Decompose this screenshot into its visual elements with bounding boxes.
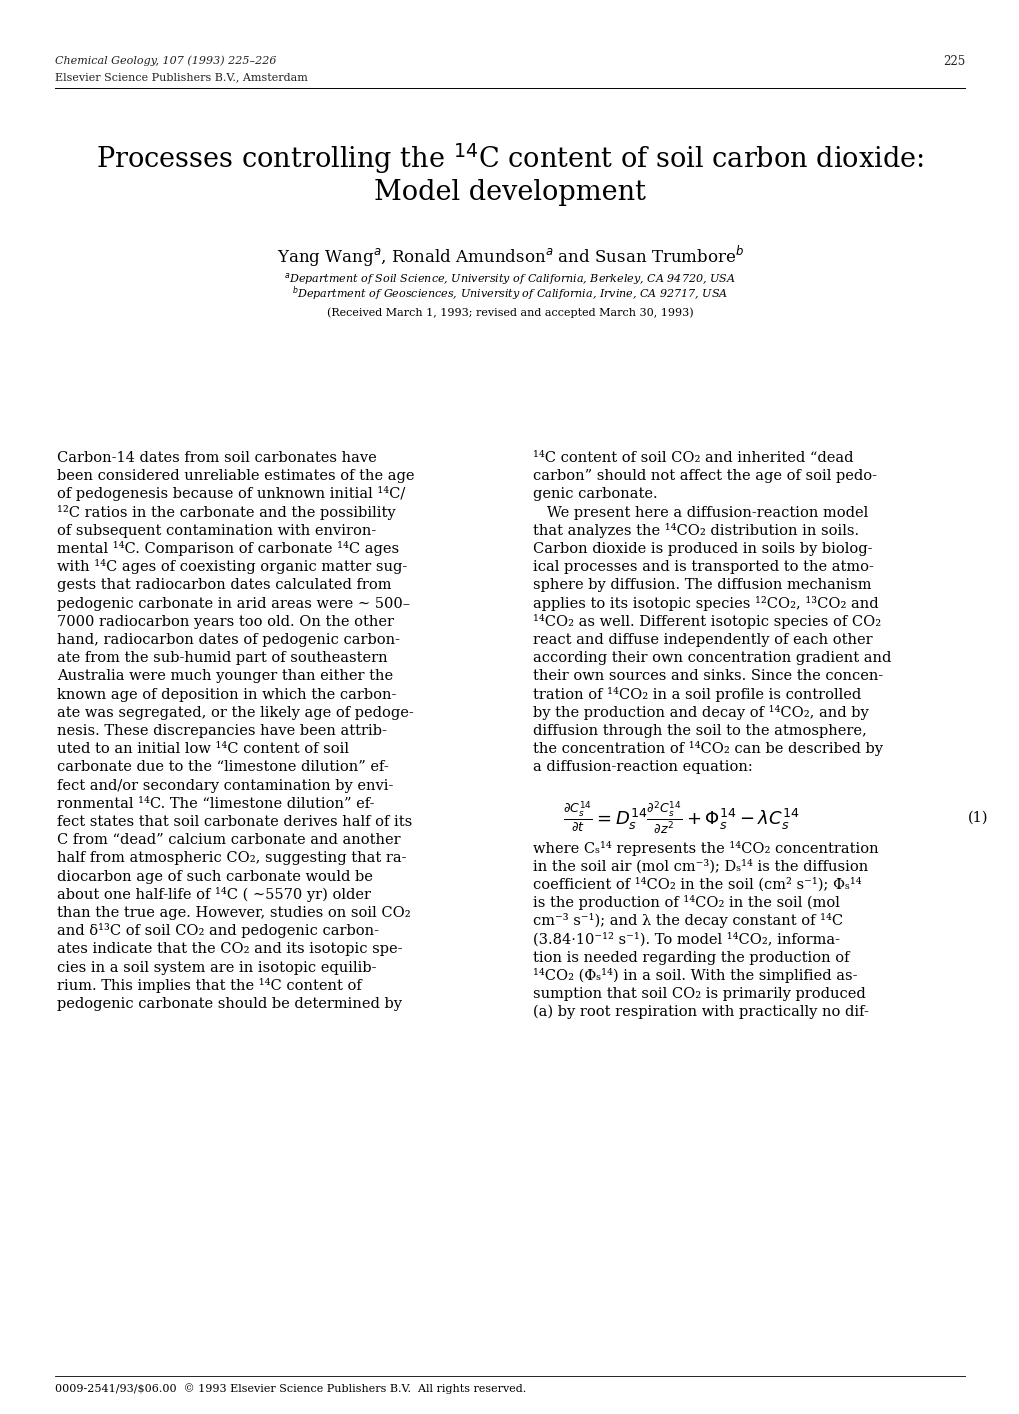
Text: that analyzes the ¹⁴CO₂ distribution in soils.: that analyzes the ¹⁴CO₂ distribution in …: [533, 523, 858, 537]
Text: tion is needed regarding the production of: tion is needed regarding the production …: [533, 950, 849, 964]
Text: tration of ¹⁴CO₂ in a soil profile is controlled: tration of ¹⁴CO₂ in a soil profile is co…: [533, 687, 860, 701]
Text: about one half-life of ¹⁴C ( ∼5570 yr) older: about one half-life of ¹⁴C ( ∼5570 yr) o…: [57, 887, 371, 902]
Text: ates indicate that the CO₂ and its isotopic spe-: ates indicate that the CO₂ and its isoto…: [57, 942, 403, 956]
Text: $\frac{\partial C_s^{14}}{\partial t}= D_s^{14}\frac{\partial^2 C_s^{14}}{\parti: $\frac{\partial C_s^{14}}{\partial t}= D…: [562, 799, 799, 836]
Text: sphere by diffusion. The diffusion mechanism: sphere by diffusion. The diffusion mecha…: [533, 578, 870, 592]
Text: with ¹⁴C ages of coexisting organic matter sug-: with ¹⁴C ages of coexisting organic matt…: [57, 559, 407, 574]
Text: known age of deposition in which the carbon-: known age of deposition in which the car…: [57, 687, 396, 701]
Text: ¹⁴C content of soil CO₂ and inherited “dead: ¹⁴C content of soil CO₂ and inherited “d…: [533, 451, 853, 465]
Text: carbonate due to the “limestone dilution” ef-: carbonate due to the “limestone dilution…: [57, 761, 388, 775]
Text: been considered unreliable estimates of the age: been considered unreliable estimates of …: [57, 469, 414, 484]
Text: (3.84·10⁻¹² s⁻¹). To model ¹⁴CO₂, informa-: (3.84·10⁻¹² s⁻¹). To model ¹⁴CO₂, inform…: [533, 932, 840, 946]
Text: ¹⁴CO₂ (Φₛ¹⁴) in a soil. With the simplified as-: ¹⁴CO₂ (Φₛ¹⁴) in a soil. With the simplif…: [533, 969, 857, 983]
Text: their own sources and sinks. Since the concen-: their own sources and sinks. Since the c…: [533, 669, 882, 683]
Text: is the production of ¹⁴CO₂ in the soil (mol: is the production of ¹⁴CO₂ in the soil (…: [533, 895, 839, 911]
Text: 0009-2541/93/$06.00  © 1993 Elsevier Science Publishers B.V.  All rights reserve: 0009-2541/93/$06.00 © 1993 Elsevier Scie…: [55, 1383, 526, 1394]
Text: (1): (1): [967, 810, 987, 824]
Text: C from “dead” calcium carbonate and another: C from “dead” calcium carbonate and anot…: [57, 833, 400, 847]
Text: gests that radiocarbon dates calculated from: gests that radiocarbon dates calculated …: [57, 578, 391, 592]
Text: of pedogenesis because of unknown initial ¹⁴C/: of pedogenesis because of unknown initia…: [57, 486, 405, 502]
Text: ate was segregated, or the likely age of pedoge-: ate was segregated, or the likely age of…: [57, 706, 414, 720]
Text: Australia were much younger than either the: Australia were much younger than either …: [57, 669, 392, 683]
Text: (a) by root respiration with practically no dif-: (a) by root respiration with practically…: [533, 1005, 868, 1019]
Text: diocarbon age of such carbonate would be: diocarbon age of such carbonate would be: [57, 870, 373, 884]
Text: mental ¹⁴C. Comparison of carbonate ¹⁴C ages: mental ¹⁴C. Comparison of carbonate ¹⁴C …: [57, 542, 398, 556]
Text: than the true age. However, studies on soil CO₂: than the true age. However, studies on s…: [57, 906, 411, 921]
Text: Carbon dioxide is produced in soils by biolog-: Carbon dioxide is produced in soils by b…: [533, 542, 871, 556]
Text: Chemical Geology, 107 (1993) 225–226: Chemical Geology, 107 (1993) 225–226: [55, 55, 276, 65]
Text: Model development: Model development: [374, 180, 645, 206]
Text: in the soil air (mol cm⁻³); Dₛ¹⁴ is the diffusion: in the soil air (mol cm⁻³); Dₛ¹⁴ is the …: [533, 860, 867, 874]
Text: ¹⁴CO₂ as well. Different isotopic species of CO₂: ¹⁴CO₂ as well. Different isotopic specie…: [533, 614, 880, 629]
Text: the concentration of ¹⁴CO₂ can be described by: the concentration of ¹⁴CO₂ can be descri…: [533, 741, 882, 756]
Text: according their own concentration gradient and: according their own concentration gradie…: [533, 652, 891, 665]
Text: cm⁻³ s⁻¹); and λ the decay constant of ¹⁴C: cm⁻³ s⁻¹); and λ the decay constant of ¹…: [533, 913, 843, 929]
Text: hand, radiocarbon dates of pedogenic carbon-: hand, radiocarbon dates of pedogenic car…: [57, 633, 399, 648]
Text: and δ¹³C of soil CO₂ and pedogenic carbon-: and δ¹³C of soil CO₂ and pedogenic carbo…: [57, 923, 379, 939]
Text: Processes controlling the $^{14}$C content of soil carbon dioxide:: Processes controlling the $^{14}$C conte…: [96, 141, 923, 175]
Text: by the production and decay of ¹⁴CO₂, and by: by the production and decay of ¹⁴CO₂, an…: [533, 704, 868, 720]
Text: pedogenic carbonate in arid areas were ∼ 500–: pedogenic carbonate in arid areas were ∼…: [57, 597, 410, 611]
Text: ronmental ¹⁴C. The “limestone dilution” ef-: ronmental ¹⁴C. The “limestone dilution” …: [57, 797, 374, 810]
Text: Carbon-14 dates from soil carbonates have: Carbon-14 dates from soil carbonates hav…: [57, 451, 376, 465]
Text: carbon” should not affect the age of soil pedo-: carbon” should not affect the age of soi…: [533, 469, 876, 484]
Text: (Received March 1, 1993; revised and accepted March 30, 1993): (Received March 1, 1993; revised and acc…: [326, 307, 693, 318]
Text: where Cₛ¹⁴ represents the ¹⁴CO₂ concentration: where Cₛ¹⁴ represents the ¹⁴CO₂ concentr…: [533, 840, 877, 855]
Text: fect and/or secondary contamination by envi-: fect and/or secondary contamination by e…: [57, 779, 393, 793]
Text: ical processes and is transported to the atmo-: ical processes and is transported to the…: [533, 560, 873, 574]
Text: We present here a diffusion-reaction model: We present here a diffusion-reaction mod…: [533, 506, 867, 519]
Text: of subsequent contamination with environ-: of subsequent contamination with environ…: [57, 523, 376, 537]
Text: genic carbonate.: genic carbonate.: [533, 488, 657, 502]
Text: $^{a}$Department of Soil Science, University of California, Berkeley, CA 94720, : $^{a}$Department of Soil Science, Univer…: [284, 271, 735, 287]
Text: half from atmospheric CO₂, suggesting that ra-: half from atmospheric CO₂, suggesting th…: [57, 851, 407, 865]
Text: fect states that soil carbonate derives half of its: fect states that soil carbonate derives …: [57, 814, 412, 829]
Text: react and diffuse independently of each other: react and diffuse independently of each …: [533, 633, 872, 648]
Text: a diffusion-reaction equation:: a diffusion-reaction equation:: [533, 761, 752, 775]
Text: 7000 radiocarbon years too old. On the other: 7000 radiocarbon years too old. On the o…: [57, 615, 393, 629]
Text: ¹²C ratios in the carbonate and the possibility: ¹²C ratios in the carbonate and the poss…: [57, 505, 395, 519]
Text: pedogenic carbonate should be determined by: pedogenic carbonate should be determined…: [57, 997, 401, 1011]
Text: cies in a soil system are in isotopic equilib-: cies in a soil system are in isotopic eq…: [57, 960, 376, 974]
Text: $^{b}$Department of Geosciences, University of California, Irvine, CA 92717, USA: $^{b}$Department of Geosciences, Univers…: [291, 284, 728, 304]
Text: applies to its isotopic species ¹²CO₂, ¹³CO₂ and: applies to its isotopic species ¹²CO₂, ¹…: [533, 595, 877, 611]
Text: rium. This implies that the ¹⁴C content of: rium. This implies that the ¹⁴C content …: [57, 978, 362, 993]
Text: 225: 225: [942, 55, 964, 68]
Text: uted to an initial low ¹⁴C content of soil: uted to an initial low ¹⁴C content of so…: [57, 742, 348, 756]
Text: Yang Wang$^{a}$, Ronald Amundson$^{a}$ and Susan Trumbore$^{b}$: Yang Wang$^{a}$, Ronald Amundson$^{a}$ a…: [276, 245, 743, 269]
Text: Elsevier Science Publishers B.V., Amsterdam: Elsevier Science Publishers B.V., Amster…: [55, 72, 308, 82]
Text: coefficient of ¹⁴CO₂ in the soil (cm² s⁻¹); Φₛ¹⁴: coefficient of ¹⁴CO₂ in the soil (cm² s⁻…: [533, 878, 861, 892]
Text: ate from the sub-humid part of southeastern: ate from the sub-humid part of southeast…: [57, 652, 387, 665]
Text: sumption that soil CO₂ is primarily produced: sumption that soil CO₂ is primarily prod…: [533, 987, 865, 1001]
Text: nesis. These discrepancies have been attrib-: nesis. These discrepancies have been att…: [57, 724, 386, 738]
Text: diffusion through the soil to the atmosphere,: diffusion through the soil to the atmosp…: [533, 724, 866, 738]
